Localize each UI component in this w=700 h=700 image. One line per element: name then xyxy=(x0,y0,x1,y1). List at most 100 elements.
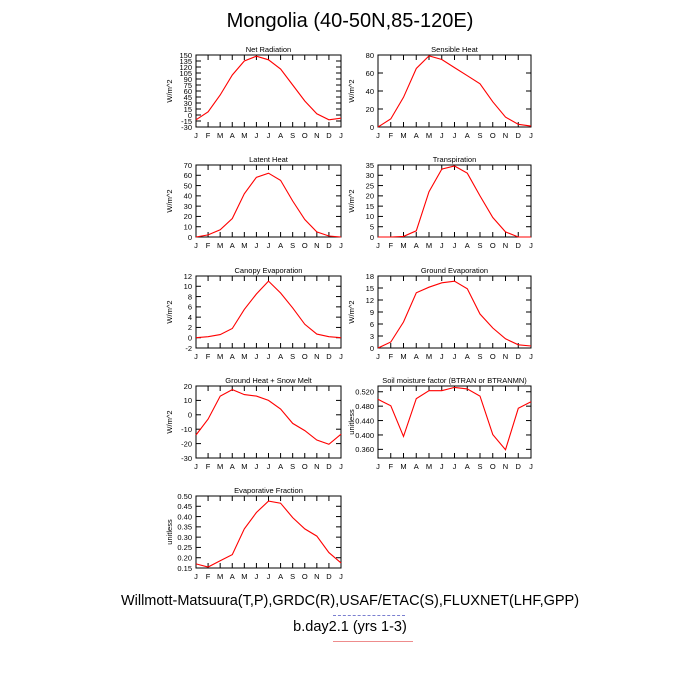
series-line xyxy=(378,165,531,238)
y-tick-label: 0.30 xyxy=(177,533,192,542)
y-tick-label: 60 xyxy=(184,171,192,180)
series-line xyxy=(377,386,532,451)
x-tick-label: J xyxy=(194,241,198,250)
y-tick-label: -15 xyxy=(181,117,192,126)
panel-title: Transpiration xyxy=(433,155,477,164)
series-line xyxy=(195,172,342,238)
y-tick-label: 50 xyxy=(184,181,192,190)
x-tick-label: S xyxy=(477,352,482,361)
y-tick-label: -10 xyxy=(181,425,192,434)
y-tick-label: 10 xyxy=(366,212,374,221)
panel-title: Evaporative Fraction xyxy=(234,486,303,495)
y-tick-label: 0.480 xyxy=(355,402,374,411)
y-tick-label: 0 xyxy=(370,344,374,353)
x-tick-label: N xyxy=(314,462,319,471)
x-tick-label: J xyxy=(440,352,444,361)
y-tick-label: -30 xyxy=(181,454,192,463)
x-tick-label: M xyxy=(217,352,223,361)
x-tick-label: M xyxy=(400,131,406,140)
x-tick-label: D xyxy=(516,131,522,140)
y-tick-label: 0 xyxy=(188,411,192,420)
footer-underline-decoration xyxy=(333,641,413,642)
panel-title: Net Radiation xyxy=(246,45,291,54)
x-tick-label: O xyxy=(302,241,308,250)
x-tick-label: J xyxy=(267,462,271,471)
x-tick-label: J xyxy=(194,572,198,581)
x-tick-label: J xyxy=(267,572,271,581)
x-tick-label: M xyxy=(426,241,432,250)
panel-title: Ground Evaporation xyxy=(421,266,488,275)
x-tick-label: J xyxy=(529,462,533,471)
x-tick-label: S xyxy=(290,352,295,361)
x-tick-label: A xyxy=(230,352,235,361)
x-tick-label: J xyxy=(376,462,380,471)
x-tick-label: A xyxy=(278,352,283,361)
x-tick-label: J xyxy=(339,352,343,361)
x-tick-label: F xyxy=(388,131,393,140)
panel-title: Sensible Heat xyxy=(431,45,479,54)
x-tick-label: J xyxy=(376,241,380,250)
x-tick-label: D xyxy=(326,462,332,471)
y-tick-label: -20 xyxy=(181,439,192,448)
y-tick-label: 150 xyxy=(179,51,192,60)
x-tick-label: J xyxy=(255,131,259,140)
x-tick-label: J xyxy=(440,131,444,140)
chart-panel-9: 0.150.200.250.300.350.400.450.50J F M A M J J A… xyxy=(165,486,343,581)
x-tick-label: J xyxy=(255,462,259,471)
y-tick-label: 8 xyxy=(188,292,192,301)
x-tick-label: M xyxy=(426,131,432,140)
x-tick-label: M xyxy=(400,352,406,361)
plot-frame xyxy=(195,54,342,128)
y-tick-label: 0 xyxy=(370,233,374,242)
x-tick-label: M xyxy=(400,241,406,250)
series-line xyxy=(195,388,342,445)
x-tick-label: A xyxy=(414,462,419,471)
y-tick-label: 135 xyxy=(179,57,192,66)
x-tick-label: J xyxy=(255,572,259,581)
x-tick-label: A xyxy=(465,131,470,140)
x-tick-label: J xyxy=(440,462,444,471)
y-tick-label: 20 xyxy=(184,212,192,221)
y-axis-label: W/m^2 xyxy=(347,300,356,323)
y-tick-label: 60 xyxy=(184,87,192,96)
x-tick-label: M xyxy=(241,131,247,140)
y-tick-label: 12 xyxy=(366,296,374,305)
x-tick-label: J xyxy=(453,131,457,140)
y-tick-label: 0.520 xyxy=(355,388,374,397)
y-tick-label: 40 xyxy=(184,192,192,201)
plot-frame xyxy=(377,275,532,349)
x-tick-label: F xyxy=(206,131,211,140)
x-tick-label: A xyxy=(278,131,283,140)
x-tick-label: J xyxy=(529,352,533,361)
x-tick-label: J xyxy=(255,352,259,361)
x-tick-label: S xyxy=(290,572,295,581)
series-line xyxy=(195,500,342,568)
series-line xyxy=(377,55,532,128)
x-tick-label: N xyxy=(503,241,508,250)
x-tick-label: J xyxy=(194,131,198,140)
y-tick-label: 12 xyxy=(184,272,192,281)
x-tick-label: M xyxy=(241,352,247,361)
y-axis-label: W/m^2 xyxy=(165,410,174,433)
plot-frame xyxy=(195,495,342,569)
x-tick-label: O xyxy=(302,352,308,361)
x-tick-label: A xyxy=(465,462,470,471)
x-tick-label: M xyxy=(217,572,223,581)
y-tick-label: 45 xyxy=(184,93,192,102)
y-tick-label: 75 xyxy=(184,81,192,90)
x-tick-label: M xyxy=(426,352,432,361)
y-tick-label: 105 xyxy=(179,69,192,78)
figure-title: Mongolia (40-50N,85-120E) xyxy=(226,10,474,32)
x-tick-label: F xyxy=(388,352,393,361)
y-tick-label: 0.15 xyxy=(177,564,192,573)
y-tick-label: 4 xyxy=(188,313,192,322)
y-tick-label: -2 xyxy=(185,344,192,353)
x-tick-label: O xyxy=(302,572,308,581)
y-tick-label: 120 xyxy=(179,63,192,72)
y-tick-label: 0 xyxy=(370,123,374,132)
x-tick-label: J xyxy=(267,131,271,140)
x-tick-label: O xyxy=(490,131,496,140)
